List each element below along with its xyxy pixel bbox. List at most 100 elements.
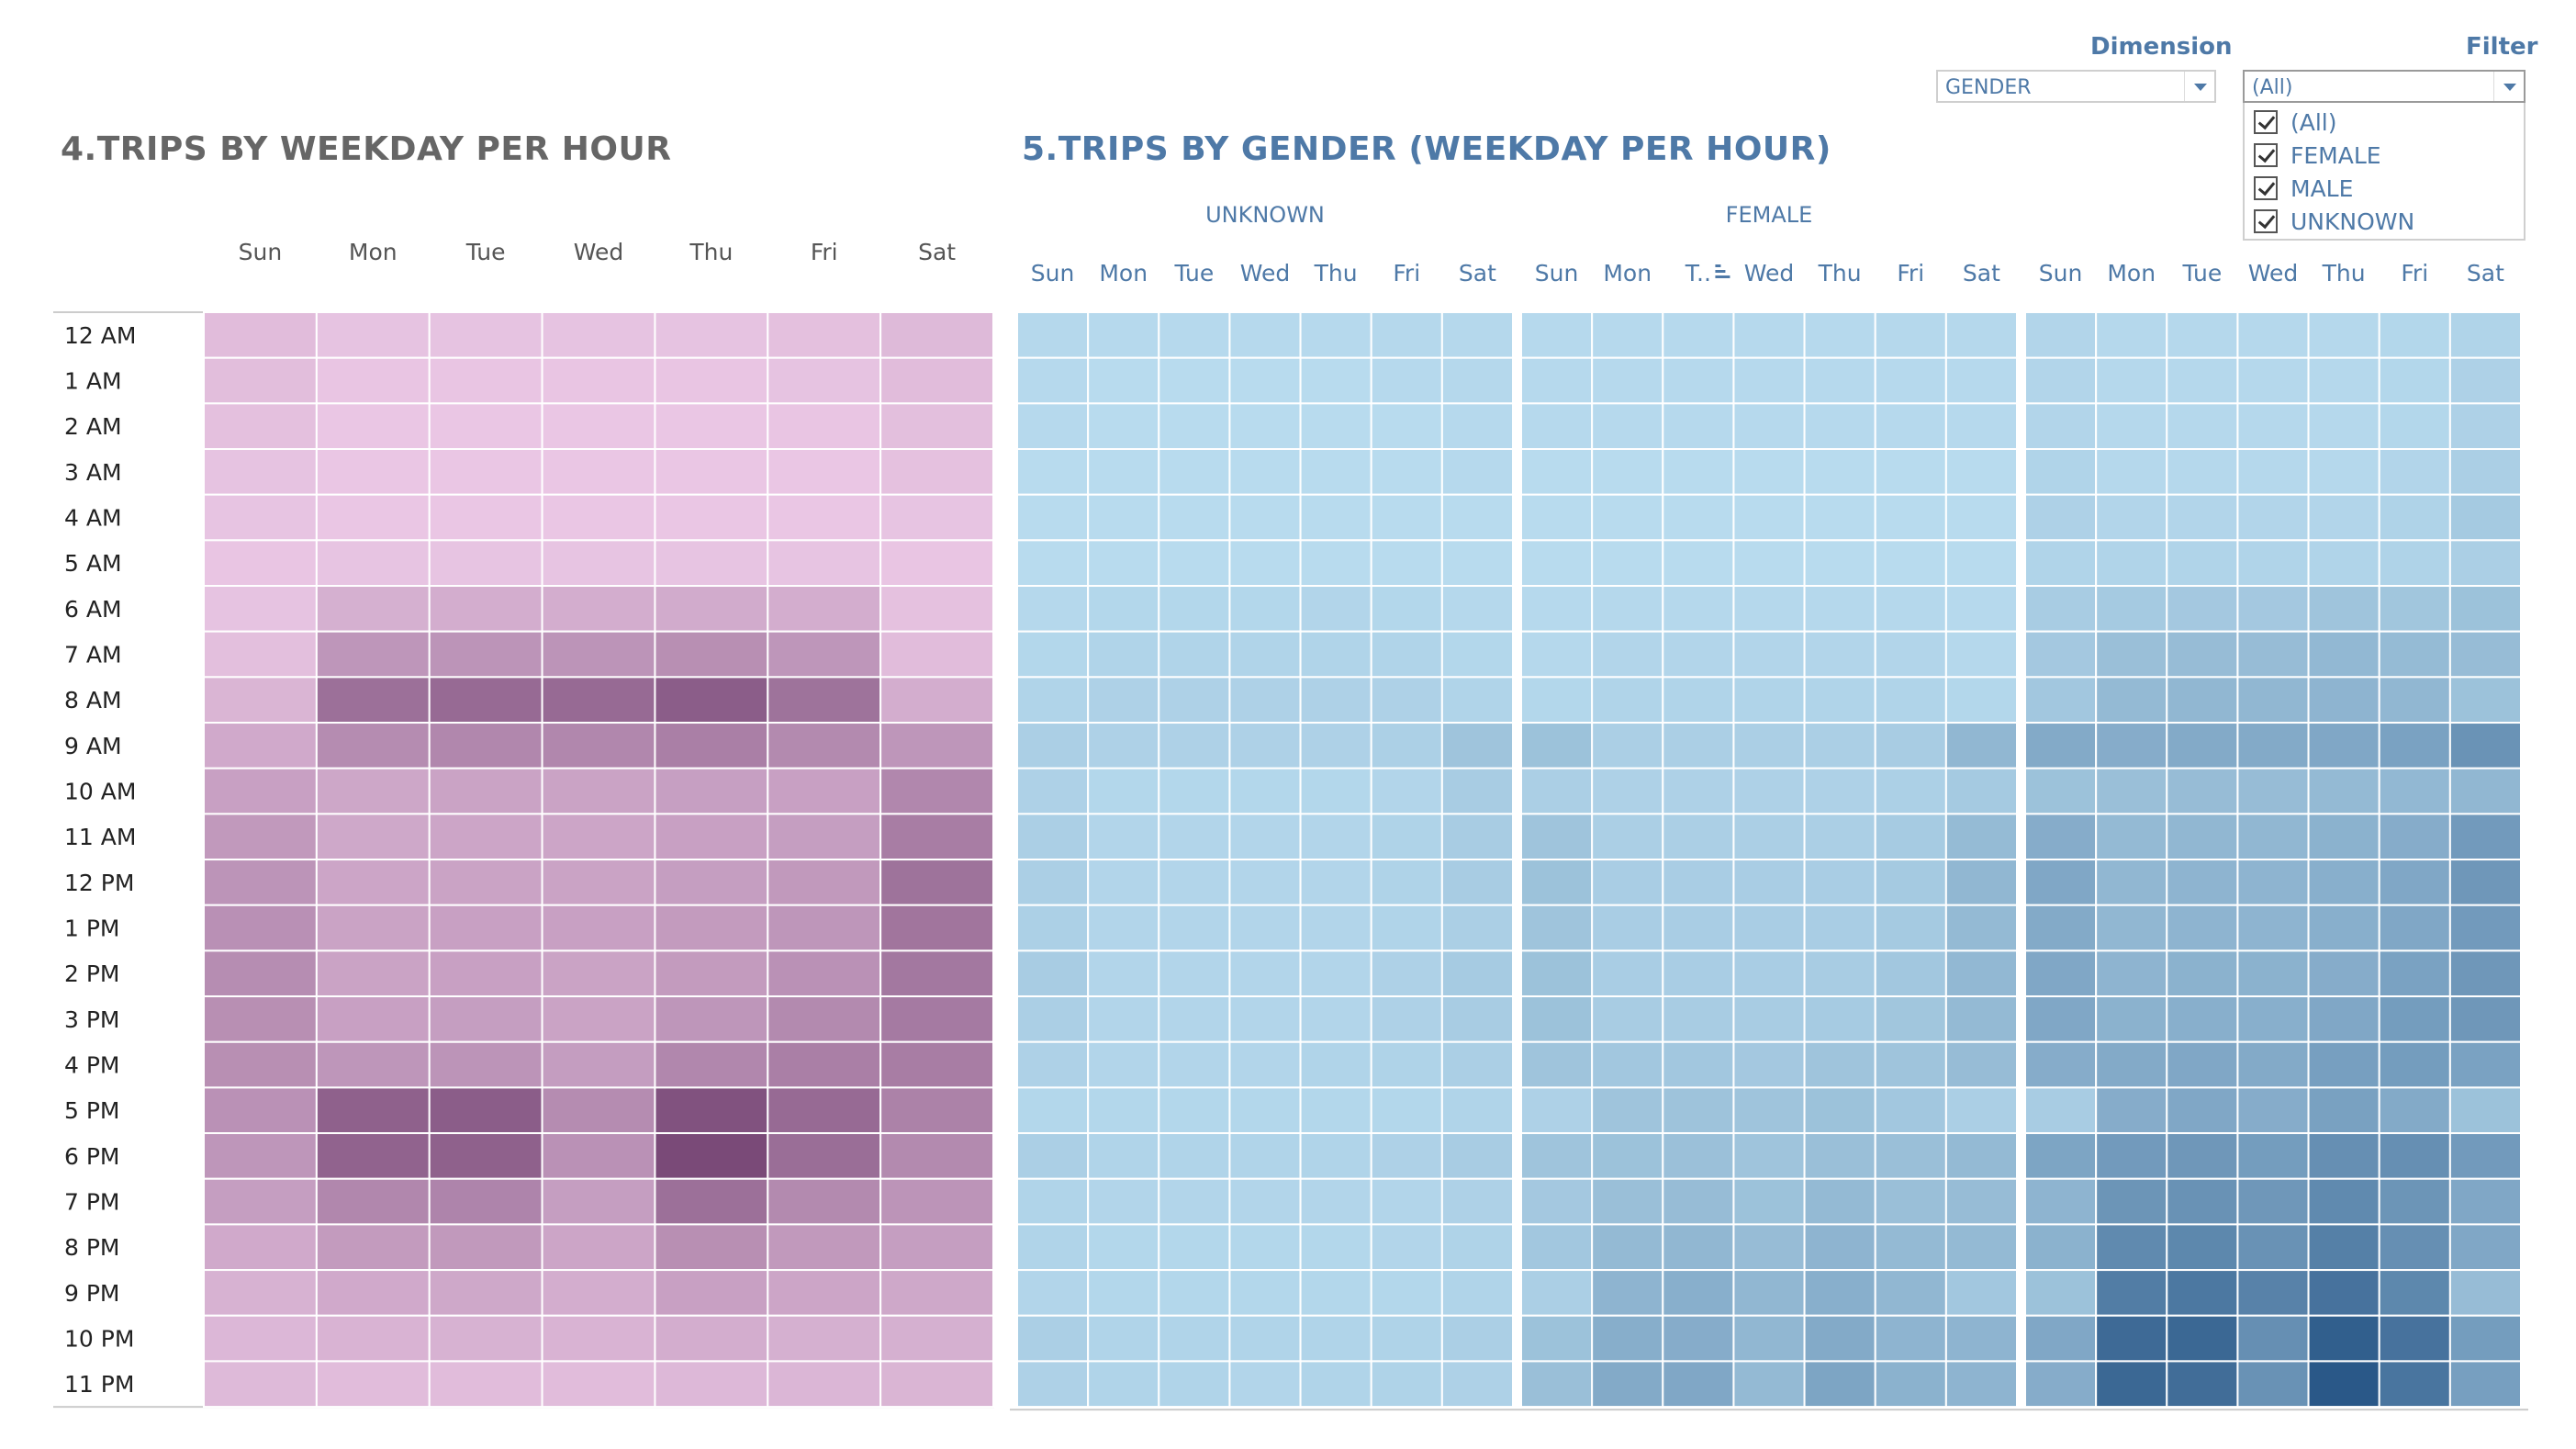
heatmap-cell[interactable]: [2448, 1314, 2523, 1363]
heatmap-cell[interactable]: [1370, 585, 1443, 633]
heatmap-cell[interactable]: [428, 676, 543, 724]
heatmap-cell[interactable]: [1016, 1086, 1090, 1135]
heatmap-cell[interactable]: [1299, 995, 1372, 1043]
heatmap-cell[interactable]: [1016, 676, 1090, 724]
heatmap-cell[interactable]: [1662, 311, 1735, 359]
heatmap-cell[interactable]: [2024, 311, 2098, 359]
heatmap-cell[interactable]: [1016, 995, 1090, 1043]
heatmap-cell[interactable]: [2378, 630, 2451, 679]
heatmap-cell[interactable]: [1228, 949, 1302, 998]
heatmap-cell[interactable]: [1591, 859, 1664, 906]
heatmap-cell[interactable]: [2095, 1177, 2168, 1226]
heatmap-cell[interactable]: [541, 859, 656, 906]
heatmap-cell[interactable]: [2236, 1177, 2310, 1226]
heatmap-cell[interactable]: [1299, 676, 1372, 724]
heatmap-cell[interactable]: [1803, 995, 1876, 1043]
heatmap-cell[interactable]: [1662, 493, 1735, 542]
heatmap-cell[interactable]: [767, 630, 882, 679]
heatmap-cell[interactable]: [1158, 767, 1231, 815]
heatmap-cell[interactable]: [1440, 676, 1515, 724]
heatmap-cell[interactable]: [879, 722, 995, 769]
heatmap-cell[interactable]: [1732, 767, 1806, 815]
heatmap-cell[interactable]: [1228, 1040, 1302, 1089]
heatmap-cell[interactable]: [1520, 630, 1594, 679]
heatmap-cell[interactable]: [1803, 1040, 1876, 1089]
heatmap-cell[interactable]: [654, 904, 769, 952]
heatmap-cell[interactable]: [1087, 630, 1160, 679]
heatmap-cell[interactable]: [654, 1086, 769, 1135]
heatmap-cell[interactable]: [654, 1360, 769, 1409]
heatmap-cell[interactable]: [1944, 356, 2019, 405]
heatmap-cell[interactable]: [2236, 904, 2310, 952]
heatmap-cell[interactable]: [428, 630, 543, 679]
heatmap-cell[interactable]: [767, 722, 882, 769]
heatmap-cell[interactable]: [1158, 585, 1231, 633]
heatmap-cell[interactable]: [2236, 995, 2310, 1043]
heatmap-cell[interactable]: [1591, 676, 1664, 724]
heatmap-cell[interactable]: [428, 1223, 543, 1272]
heatmap-cell[interactable]: [2307, 1132, 2380, 1180]
heatmap-cell[interactable]: [1440, 722, 1515, 769]
heatmap-cell[interactable]: [767, 585, 882, 633]
heatmap-cell[interactable]: [1016, 1040, 1090, 1089]
heatmap-cell[interactable]: [1732, 448, 1806, 496]
heatmap-cell[interactable]: [1158, 859, 1231, 906]
heatmap-cell[interactable]: [2024, 630, 2098, 679]
heatmap-cell[interactable]: [1944, 904, 2019, 952]
heatmap-cell[interactable]: [1299, 539, 1372, 588]
heatmap-cell[interactable]: [315, 904, 431, 952]
heatmap-cell[interactable]: [1732, 722, 1806, 769]
heatmap-cell[interactable]: [541, 1269, 656, 1317]
heatmap-cell[interactable]: [879, 813, 995, 861]
heatmap-cell[interactable]: [2024, 1314, 2098, 1363]
heatmap-cell[interactable]: [1299, 630, 1372, 679]
heatmap-cell[interactable]: [1732, 859, 1806, 906]
heatmap-cell[interactable]: [1591, 1177, 1664, 1226]
heatmap-cell[interactable]: [1874, 585, 1947, 633]
heatmap-cell[interactable]: [315, 630, 431, 679]
heatmap-cell[interactable]: [879, 630, 995, 679]
heatmap-cell[interactable]: [1944, 949, 2019, 998]
heatmap-cell[interactable]: [2095, 859, 2168, 906]
heatmap-cell[interactable]: [654, 859, 769, 906]
heatmap-cell[interactable]: [2448, 995, 2523, 1043]
heatmap-cell[interactable]: [2166, 1223, 2239, 1272]
heatmap-cell[interactable]: [654, 949, 769, 998]
heatmap-cell[interactable]: [1874, 813, 1947, 861]
heatmap-cell[interactable]: [1299, 949, 1372, 998]
heatmap-cell[interactable]: [2236, 630, 2310, 679]
heatmap-cell[interactable]: [2448, 493, 2523, 542]
heatmap-cell[interactable]: [2024, 949, 2098, 998]
heatmap-cell[interactable]: [541, 402, 656, 451]
heatmap-cell[interactable]: [1520, 813, 1594, 861]
heatmap-cell[interactable]: [767, 767, 882, 815]
heatmap-cell[interactable]: [1874, 722, 1947, 769]
heatmap-cell[interactable]: [1591, 356, 1664, 405]
heatmap-cell[interactable]: [203, 1040, 318, 1089]
heatmap-cell[interactable]: [654, 813, 769, 861]
heatmap-cell[interactable]: [1803, 1360, 1876, 1409]
heatmap-cell[interactable]: [2095, 1086, 2168, 1135]
heatmap-cell[interactable]: [1662, 904, 1735, 952]
heatmap-cell[interactable]: [1016, 539, 1090, 588]
heatmap-cell[interactable]: [1370, 1360, 1443, 1409]
filter-option-unknown[interactable]: UNKNOWN: [2254, 206, 2414, 237]
heatmap-cell[interactable]: [1016, 493, 1090, 542]
heatmap-cell[interactable]: [2024, 1040, 2098, 1089]
heatmap-cell[interactable]: [879, 1177, 995, 1226]
heatmap-cell[interactable]: [1299, 1360, 1372, 1409]
heatmap-cell[interactable]: [767, 995, 882, 1043]
heatmap-cell[interactable]: [1591, 1086, 1664, 1135]
heatmap-cell[interactable]: [767, 1269, 882, 1317]
heatmap-cell[interactable]: [1944, 311, 2019, 359]
heatmap-cell[interactable]: [2236, 813, 2310, 861]
heatmap-cell[interactable]: [654, 1314, 769, 1363]
heatmap-cell[interactable]: [1732, 1132, 1806, 1180]
heatmap-cell[interactable]: [1944, 1360, 2019, 1409]
heatmap-cell[interactable]: [654, 539, 769, 588]
heatmap-cell[interactable]: [767, 859, 882, 906]
heatmap-cell[interactable]: [1803, 1086, 1876, 1135]
heatmap-cell[interactable]: [2166, 1269, 2239, 1317]
heatmap-cell[interactable]: [1440, 1223, 1515, 1272]
heatmap-cell[interactable]: [1228, 1086, 1302, 1135]
